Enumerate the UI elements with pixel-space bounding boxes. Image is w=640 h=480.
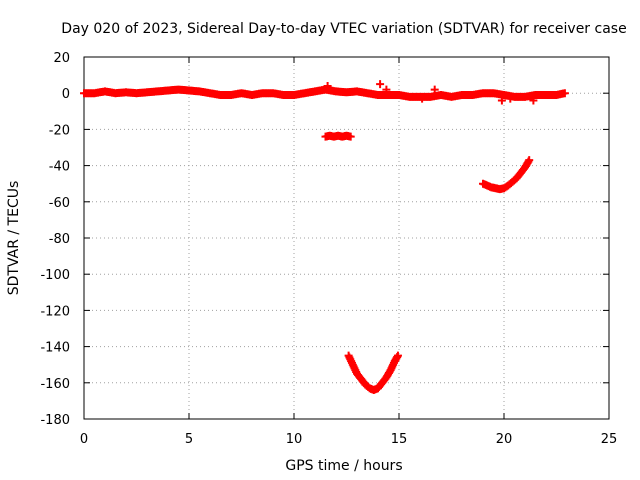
data-point: [560, 89, 569, 98]
x-tick-label: 0: [80, 432, 88, 447]
y-tick-label: -60: [49, 196, 70, 211]
x-axis-title: GPS time / hours: [285, 458, 402, 474]
y-tick-label: -80: [49, 232, 70, 247]
y-tick-label: -20: [49, 123, 70, 138]
plot-frame: [83, 56, 610, 420]
data-point: [430, 85, 439, 94]
data-points: [80, 80, 569, 395]
y-tick-label: -100: [40, 268, 70, 283]
x-tick-label: 25: [601, 432, 618, 447]
chart-title: Day 020 of 2023, Sidereal Day-to-day VTE…: [61, 21, 626, 37]
data-point: [525, 156, 534, 165]
x-tick-label: 20: [496, 432, 513, 447]
y-tick-label: -120: [40, 304, 70, 319]
y-tick-label: -40: [49, 160, 70, 175]
data-point: [506, 94, 515, 103]
x-tick-label: 5: [185, 432, 193, 447]
data-point: [323, 81, 332, 90]
y-tick-label: -140: [40, 341, 70, 356]
y-tick-label: -160: [40, 377, 70, 392]
data-point: [393, 351, 402, 360]
data-point: [376, 80, 385, 89]
y-tick-label: -180: [40, 413, 70, 428]
x-tick-label: 10: [286, 432, 303, 447]
data-point: [529, 96, 538, 105]
y-axis-title: SDTVAR / TECUs: [6, 181, 22, 296]
data-point: [382, 85, 391, 94]
data-point: [497, 96, 506, 105]
x-tick-label: 15: [391, 432, 408, 447]
grid: [84, 57, 609, 419]
data-point: [346, 132, 355, 141]
y-tick-label: 0: [62, 87, 70, 102]
y-tick-label: 20: [53, 51, 70, 66]
data-point: [418, 94, 427, 103]
axis-ticks: 0 5 10 15 20 25 20 0 -20 -40 -60 -80 -100 -120 -140 -16…: [40, 51, 617, 447]
